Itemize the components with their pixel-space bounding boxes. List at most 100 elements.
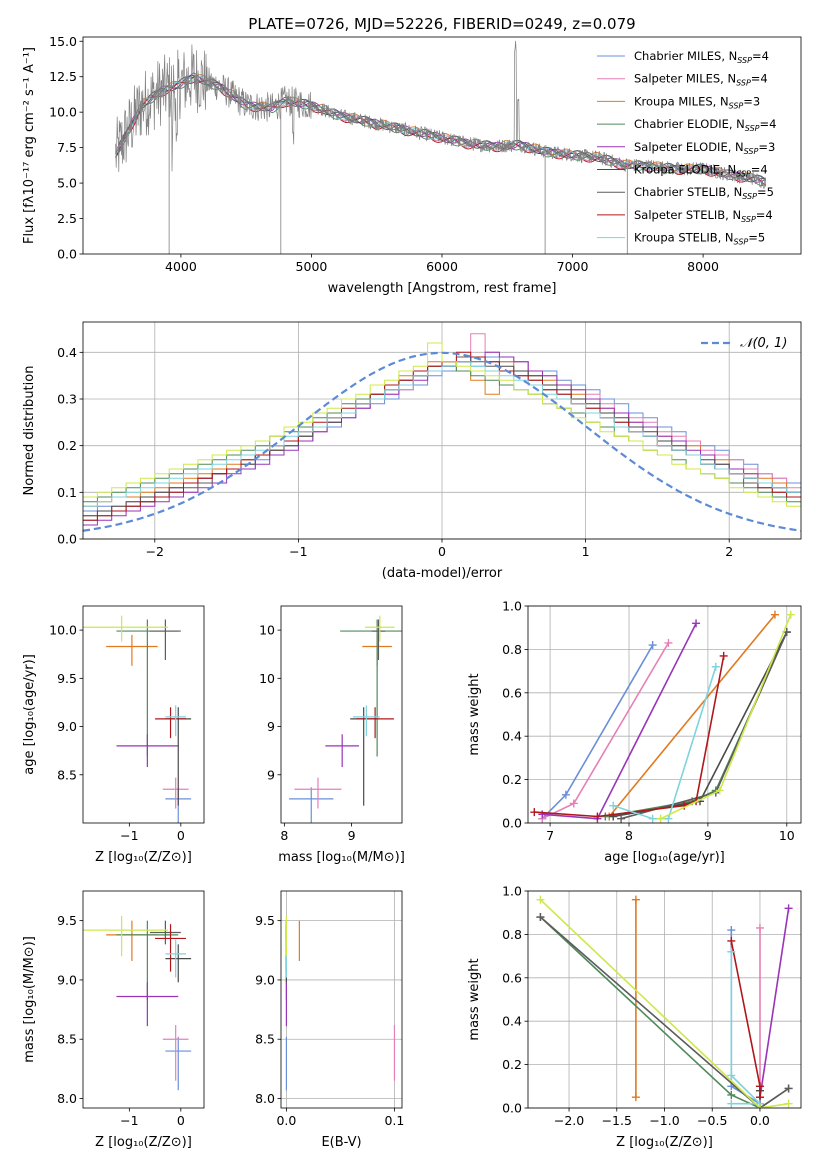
legend-nssp: =5 (757, 185, 774, 199)
x-tick-label: −2.0 (554, 1113, 584, 1128)
y-tick-label: 9.0 (57, 719, 77, 734)
x-tick-label: −1 (120, 1113, 138, 1128)
y-tick-label: 15.0 (49, 34, 77, 49)
weight-marker (727, 1090, 736, 1099)
y-tick-label: 7.5 (57, 140, 77, 155)
y-tick-label: 0.4 (57, 345, 77, 360)
gaussian-curve (83, 351, 801, 532)
axes-frame (527, 605, 802, 824)
legend-label: Salpeter MILES, N (634, 72, 736, 86)
frame-mass-vs-ebv: 0.0 0.1 8.0 8.5 9.0 9.5 E(B-V) (255, 890, 404, 1150)
legend-subscript: SSP (736, 170, 751, 179)
x-tick-label: 6000 (426, 259, 458, 274)
frame-age-vs-z: −1 0 8.5 9.0 9.5 10.0 Z [log₁₀(Z/Z⊙)] age [log₁… (22, 605, 205, 865)
x-tick-label: 7000 (557, 259, 589, 274)
weight-marker (784, 1099, 793, 1108)
weight-line (542, 623, 697, 820)
weight-marker (692, 619, 701, 628)
y-tick-label: 12.5 (49, 69, 77, 84)
y-tick-label: 9.0 (255, 972, 275, 987)
y-tick-label: 0.0 (57, 532, 77, 547)
y-tick-label: 0.0 (57, 247, 77, 262)
legend-nssp: =4 (752, 49, 769, 63)
legend-nssp: =3 (743, 94, 760, 108)
x-tick-label: −2 (146, 544, 164, 559)
weight-line (730, 951, 762, 1105)
frame-weight-vs-age: 7 8 9 10 0.0 0.2 0.4 0.6 0.8 1.0 age [log₁₀(age/yr… (467, 599, 802, 865)
legend-label: Kroupa MILES, N (634, 94, 729, 108)
y-tick-label: 9 (267, 767, 275, 782)
y-tick-label: 0.2 (502, 1057, 522, 1072)
weight-line (539, 899, 789, 1108)
weight-marker (536, 913, 545, 922)
y-tick-label: 8.5 (57, 767, 77, 782)
x-tick-label: 2 (725, 544, 733, 559)
weight-marker (784, 904, 793, 913)
legend-label: Chabrier STELIB, N (634, 185, 742, 199)
legend-label: Salpeter STELIB, N (634, 208, 741, 222)
plot-area-spectrum (115, 40, 767, 254)
legend-subscript: SSP (745, 124, 760, 133)
y-tick-label: 2.5 (57, 211, 77, 226)
histogram-step (83, 361, 801, 507)
y-tick-label: 0.1 (57, 485, 77, 500)
y-tick-label: 9 (267, 719, 275, 734)
x-tick-label: 0 (438, 544, 446, 559)
x-tick-label: 8 (280, 828, 288, 843)
model-spectrum-line (115, 80, 767, 187)
weight-marker (727, 936, 736, 945)
weight-marker (617, 814, 626, 823)
frame-weight-vs-z: −2.0 −1.5 −1.0 −0.5 0.0 0.0 0.2 0.4 0.6 0.8 1.0 Z [… (467, 884, 802, 1150)
x-tick-label: 0.0 (276, 1113, 296, 1128)
x-tick-label: 5000 (296, 259, 328, 274)
x-tick-label: 0.1 (384, 1113, 404, 1128)
legend-nssp: =5 (748, 231, 765, 245)
model-spectrum-line (115, 74, 766, 183)
legend-nssp: =4 (751, 163, 768, 177)
weight-line (759, 908, 790, 1108)
axes-frame (82, 605, 205, 824)
legend-label: Chabrier ELODIE, N (634, 117, 745, 131)
y-tick-label: 8.0 (57, 1091, 77, 1106)
chart-title: PLATE=0726, MJD=52226, FIBERID=0249, z=0… (248, 15, 635, 33)
legend-entry: Kroupa MILES, NSSP=3 (634, 94, 760, 110)
x-axis-label: wavelength [Angstrom, rest frame] (328, 281, 557, 296)
legend-subscript: SSP (729, 101, 744, 110)
legend-subscript: SSP (736, 79, 751, 88)
y-tick-label: 8.5 (255, 1032, 275, 1047)
weight-marker (719, 651, 728, 660)
y-tick-label: 0.8 (502, 927, 522, 942)
frame-mass-vs-z: −1 0 8.0 8.5 9.0 9.5 Z [log₁₀(Z/Z⊙)] mass [log₁… (22, 890, 205, 1150)
weight-marker (561, 790, 570, 799)
y-axis-label: age [log₁₀(age/yr)] (22, 654, 37, 775)
y-tick-label: 10.0 (49, 105, 77, 120)
weight-marker (786, 610, 795, 619)
x-tick-label: −1.0 (649, 1113, 679, 1128)
legend-subscript: SSP (742, 192, 757, 201)
legend-label: Kroupa ELODIE, N (634, 163, 736, 177)
weight-marker (784, 1084, 793, 1093)
weight-marker (530, 808, 539, 817)
weight-line (541, 644, 654, 820)
x-tick-label: −0.5 (697, 1113, 727, 1128)
y-tick-label: 1.0 (502, 884, 522, 899)
y-tick-label: 1.0 (502, 599, 522, 614)
y-tick-label: 0.2 (57, 438, 77, 453)
weight-marker (755, 923, 764, 932)
weight-marker (593, 812, 602, 821)
legend-nssp: =3 (758, 140, 775, 154)
y-tick-label: 0.3 (57, 392, 77, 407)
axes-frame (280, 605, 403, 824)
model-spectrum-line (115, 76, 766, 187)
weight-marker (631, 895, 640, 904)
plot-area-mass-vs-ebv (285, 915, 396, 1091)
x-tick-label: 1 (582, 544, 590, 559)
y-tick-label: 5.0 (57, 176, 77, 191)
weight-marker (727, 1071, 736, 1080)
y-tick-label: 0.8 (502, 642, 522, 657)
weight-marker (727, 926, 736, 935)
weight-marker (631, 1093, 640, 1102)
y-axis-label: mass weight (467, 958, 482, 1040)
x-tick-label: 10 (779, 828, 795, 843)
legend-entry: Salpeter ELODIE, NSSP=3 (634, 140, 775, 156)
